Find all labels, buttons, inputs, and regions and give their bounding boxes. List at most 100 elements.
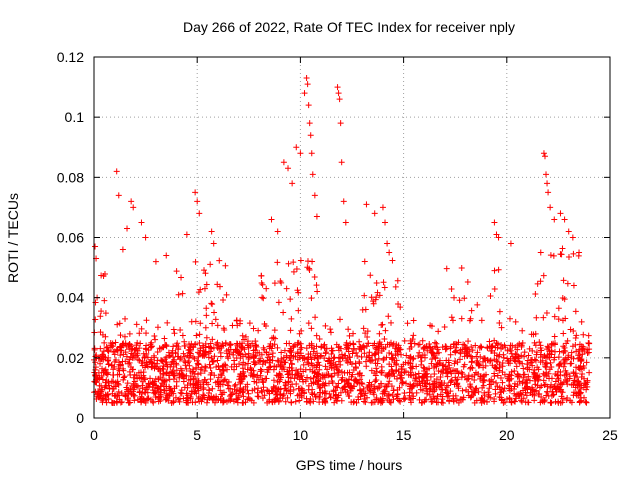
data-point bbox=[356, 370, 363, 377]
data-point bbox=[272, 335, 279, 342]
data-point bbox=[225, 378, 232, 385]
data-point bbox=[318, 352, 325, 359]
data-point bbox=[314, 377, 321, 384]
data-point bbox=[374, 289, 381, 296]
data-point bbox=[201, 376, 208, 383]
data-point bbox=[287, 357, 294, 364]
data-point bbox=[136, 330, 143, 337]
data-point bbox=[208, 370, 215, 377]
data-point bbox=[337, 361, 344, 368]
data-point bbox=[453, 347, 460, 354]
data-point bbox=[537, 359, 544, 366]
data-point bbox=[388, 383, 395, 390]
data-point bbox=[157, 397, 164, 404]
data-point bbox=[371, 383, 378, 390]
data-point bbox=[378, 345, 385, 352]
data-point bbox=[314, 370, 321, 377]
data-point bbox=[126, 368, 133, 375]
data-point bbox=[496, 367, 503, 374]
data-point bbox=[560, 277, 567, 284]
data-point bbox=[218, 391, 225, 398]
data-point bbox=[396, 397, 403, 404]
data-point bbox=[481, 389, 488, 396]
data-point bbox=[415, 352, 422, 359]
data-point bbox=[275, 299, 282, 306]
data-point bbox=[545, 189, 552, 196]
data-point bbox=[138, 396, 145, 403]
data-point bbox=[334, 398, 341, 405]
data-point bbox=[113, 398, 120, 405]
data-point bbox=[203, 281, 210, 288]
data-point bbox=[167, 387, 174, 394]
data-point bbox=[173, 367, 180, 374]
data-point bbox=[219, 340, 226, 347]
data-point bbox=[285, 370, 292, 377]
data-point bbox=[445, 357, 452, 364]
data-point bbox=[278, 349, 285, 356]
data-point bbox=[126, 330, 133, 337]
data-point bbox=[130, 204, 137, 211]
data-point bbox=[148, 359, 155, 366]
data-point bbox=[547, 359, 554, 366]
data-point bbox=[163, 390, 170, 397]
data-point bbox=[522, 389, 529, 396]
data-point bbox=[560, 363, 567, 370]
data-point bbox=[457, 396, 464, 403]
data-point bbox=[254, 389, 261, 396]
data-point bbox=[437, 391, 444, 398]
data-point bbox=[111, 358, 118, 365]
data-point bbox=[98, 272, 105, 279]
data-point bbox=[383, 383, 390, 390]
data-point bbox=[192, 189, 199, 196]
data-point bbox=[393, 341, 400, 348]
data-point bbox=[499, 363, 506, 370]
data-point bbox=[335, 358, 342, 365]
data-point bbox=[280, 354, 287, 361]
data-point bbox=[585, 332, 592, 339]
data-point bbox=[529, 347, 536, 354]
data-point bbox=[431, 371, 438, 378]
data-point bbox=[557, 210, 564, 217]
data-point bbox=[209, 358, 216, 365]
data-point bbox=[486, 385, 493, 392]
data-point bbox=[120, 367, 127, 374]
data-point bbox=[401, 390, 408, 397]
data-point bbox=[131, 378, 138, 385]
data-point bbox=[141, 353, 148, 360]
data-points bbox=[91, 75, 593, 406]
data-point bbox=[283, 285, 290, 292]
data-point bbox=[423, 380, 430, 387]
data-point bbox=[117, 399, 124, 406]
data-point bbox=[288, 315, 295, 322]
data-point bbox=[387, 399, 394, 406]
data-point bbox=[124, 396, 131, 403]
data-point bbox=[576, 249, 583, 256]
data-point bbox=[196, 210, 203, 217]
data-point bbox=[271, 327, 278, 334]
data-point bbox=[227, 342, 234, 349]
data-point bbox=[521, 349, 528, 356]
data-point bbox=[443, 265, 450, 272]
data-point bbox=[537, 344, 544, 351]
data-point bbox=[554, 383, 561, 390]
data-point bbox=[266, 390, 273, 397]
data-point bbox=[505, 373, 512, 380]
data-point bbox=[117, 362, 124, 369]
data-point bbox=[241, 336, 248, 343]
data-point bbox=[547, 252, 554, 259]
data-point bbox=[313, 282, 320, 289]
data-point bbox=[209, 385, 216, 392]
data-point bbox=[195, 349, 202, 356]
data-point bbox=[327, 326, 334, 333]
data-point bbox=[336, 343, 343, 350]
data-point bbox=[524, 366, 531, 373]
data-point bbox=[278, 279, 285, 286]
data-point bbox=[255, 385, 262, 392]
data-point bbox=[310, 348, 317, 355]
data-point bbox=[111, 351, 118, 358]
data-point bbox=[232, 381, 239, 388]
data-point bbox=[544, 343, 551, 350]
data-point bbox=[140, 369, 147, 376]
data-point bbox=[324, 366, 331, 373]
data-point bbox=[277, 361, 284, 368]
